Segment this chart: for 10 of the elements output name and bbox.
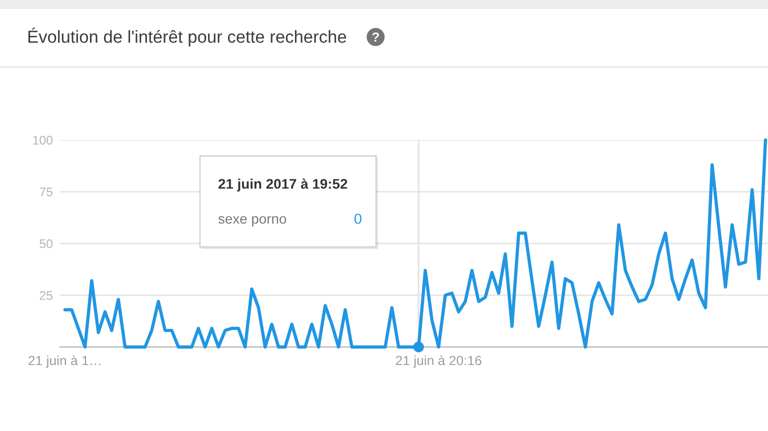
y-tick-label: 25 — [40, 291, 53, 300]
annotation: sexe porno — [218, 216, 286, 226]
chart-title: Évolution de l'intérêt pour cette recherche — [28, 28, 346, 46]
y-tick-label: 75 — [40, 188, 53, 196]
x-tick-label: 21 juin à 1… — [28, 355, 100, 368]
annotation: 21 juin 2017 à 19:52 — [218, 178, 348, 192]
y-tick-label: 50 — [40, 239, 53, 248]
x-tick-label: 21 juin à 20:16 — [396, 355, 482, 368]
annotation: 0 — [354, 214, 362, 224]
y-tick-label: 100 — [33, 136, 53, 145]
